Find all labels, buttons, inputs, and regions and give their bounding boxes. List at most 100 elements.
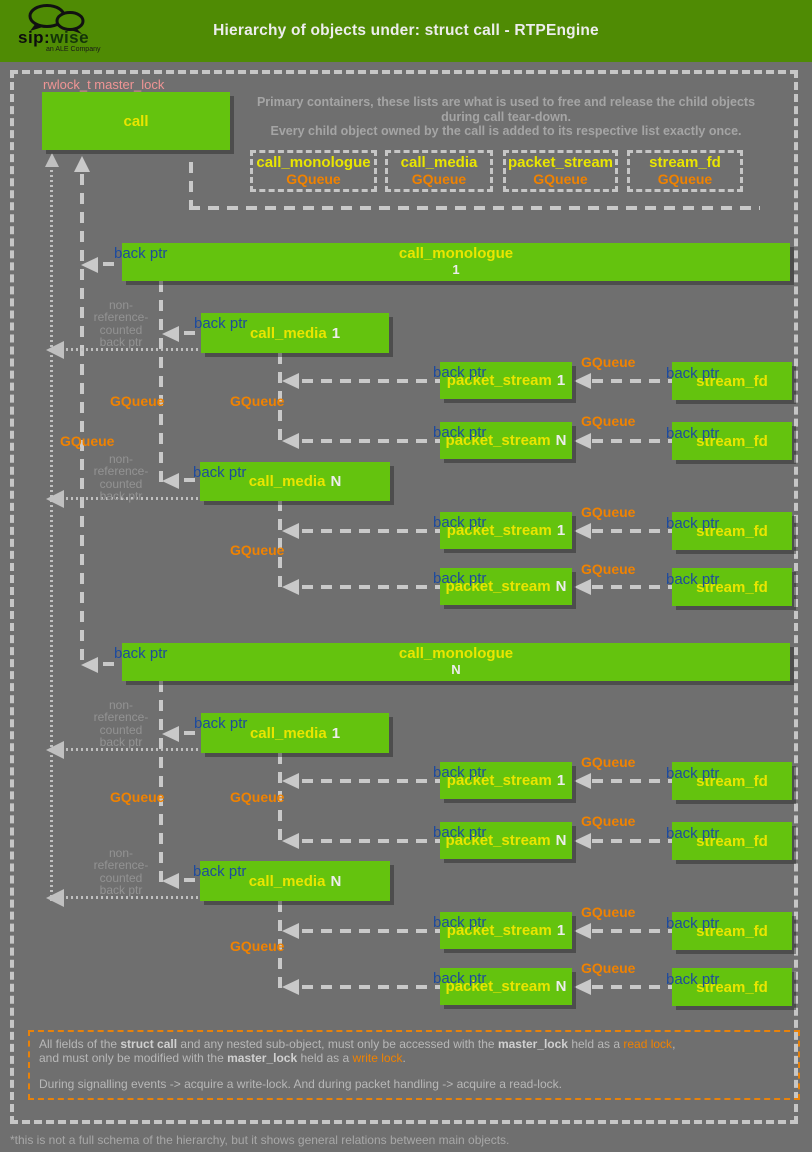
gqueue-label: GQueue xyxy=(230,789,285,805)
legend-box-call-monologue: call_monologue GQueue xyxy=(250,150,377,192)
stream-fd-box: stream_fd xyxy=(672,968,792,1006)
non-ref-label: non-reference-counted back ptr xyxy=(93,698,149,749)
locking-rules-box: All fields of the struct call and any ne… xyxy=(28,1030,800,1100)
node-title: stream_fd xyxy=(696,522,768,540)
node-title: call_media xyxy=(249,724,327,742)
non-ref-back-ptr-line xyxy=(66,748,201,751)
legend-title: call_monologue xyxy=(256,154,371,171)
gqueue-label: GQueue xyxy=(230,393,285,409)
call-media-1-box: call_media 1 xyxy=(201,313,389,353)
node-number: N xyxy=(451,662,461,677)
arrow-left-icon xyxy=(46,341,64,359)
packet-stream-1-box: packet_stream 1 xyxy=(440,912,572,949)
back-ptr-label: back ptr xyxy=(193,863,247,880)
stream-fd-box: stream_fd xyxy=(672,422,792,460)
call-box: call xyxy=(42,92,230,150)
gqueue-label: GQueue xyxy=(581,754,636,770)
back-ptr-label: back ptr xyxy=(433,364,487,381)
arrow-left-icon xyxy=(46,741,64,759)
back-ptr-label: back ptr xyxy=(666,971,720,988)
arrow-left-icon xyxy=(282,373,299,389)
gqueue-dash xyxy=(592,985,672,989)
logo-tagline: an ALE Company xyxy=(46,46,101,53)
node-title: stream_fd xyxy=(696,432,768,450)
media-gqueue-trunk-line xyxy=(278,353,282,443)
back-ptr-label: back ptr xyxy=(433,764,487,781)
node-title: packet_stream xyxy=(445,432,551,449)
gqueue-dash xyxy=(592,529,672,533)
node-number: N xyxy=(555,432,567,449)
back-ptr-label: back ptr xyxy=(114,645,168,662)
legend-sub: GQueue xyxy=(411,171,467,187)
call-media-n-box: call_media N xyxy=(200,861,390,901)
gqueue-label: GQueue xyxy=(581,561,636,577)
node-title: packet_stream xyxy=(446,922,552,939)
call-media-1-box: call_media 1 xyxy=(201,713,389,753)
node-title: call_monologue xyxy=(398,245,514,262)
node-number: N xyxy=(330,872,342,890)
node-title: packet_stream xyxy=(446,522,552,539)
back-ptr-dash xyxy=(103,662,122,666)
monologue1-gqueue-trunk-line xyxy=(159,281,163,483)
non-ref-back-ptr-trunk-line xyxy=(50,170,53,901)
intro-line-2: during call tear-down. xyxy=(441,109,571,124)
media-gqueue-trunk-line xyxy=(278,500,282,591)
arrow-left-icon xyxy=(282,579,299,595)
gqueue-dash xyxy=(592,839,672,843)
legend-box-stream-fd: stream_fd GQueue xyxy=(627,150,743,192)
page-title: Hierarchy of objects under: struct call … xyxy=(213,22,599,39)
logo-sip: sip: xyxy=(18,28,51,47)
non-ref-back-ptr-line xyxy=(66,896,200,899)
intro-text: Primary containers, these lists are what… xyxy=(250,95,762,139)
monologueN-gqueue-trunk-line xyxy=(159,681,163,883)
schema-disclaimer-note: *this is not a full schema of the hierar… xyxy=(10,1133,510,1147)
back-ptr-dash xyxy=(302,585,440,589)
node-title: packet_stream xyxy=(446,372,552,389)
node-number: 1 xyxy=(556,372,566,389)
legend-sub: GQueue xyxy=(286,171,341,187)
back-ptr-dash xyxy=(302,379,440,383)
call-gqueue-trunk-line xyxy=(80,174,84,668)
back-ptr-label: back ptr xyxy=(666,825,720,842)
arrow-left-icon xyxy=(162,873,179,889)
arrow-left-icon xyxy=(282,979,299,995)
back-ptr-label: back ptr xyxy=(114,245,168,262)
node-title: packet_stream xyxy=(446,772,552,789)
sipwise-logo: sip:wise an ALE Company xyxy=(14,2,124,60)
arrow-up-icon xyxy=(74,156,90,172)
non-ref-label: non-reference-counted back ptr xyxy=(93,452,149,503)
back-ptr-dash xyxy=(184,731,201,735)
legend-box-call-media: call_media GQueue xyxy=(385,150,493,192)
packet-stream-n-box: packet_stream N xyxy=(440,968,572,1005)
speech-bubbles-icon xyxy=(28,4,85,34)
arrow-left-icon xyxy=(81,657,98,673)
non-ref-label: non-reference-counted back ptr xyxy=(93,846,149,897)
stream-fd-box: stream_fd xyxy=(672,912,792,950)
back-ptr-label: back ptr xyxy=(433,824,487,841)
non-ref-back-ptr-line xyxy=(66,348,201,351)
node-number: N xyxy=(330,473,342,490)
gqueue-dash xyxy=(592,439,672,443)
arrow-left-icon xyxy=(162,473,179,489)
node-title: stream_fd xyxy=(696,832,768,850)
node-title: call_media xyxy=(249,324,327,342)
gqueue-label: GQueue xyxy=(230,938,285,954)
node-title: stream_fd xyxy=(696,772,768,790)
arrow-left-icon xyxy=(282,833,299,849)
intro-line-1: Primary containers, these lists are what… xyxy=(256,95,756,109)
media-gqueue-trunk-line xyxy=(278,753,282,843)
arrow-left-icon xyxy=(574,979,591,995)
node-number: 1 xyxy=(452,262,460,277)
packet-stream-n-box: packet_stream N xyxy=(440,822,572,859)
stream-fd-box: stream_fd xyxy=(672,568,792,606)
back-ptr-label: back ptr xyxy=(433,514,487,531)
packet-stream-n-box: packet_stream N xyxy=(440,568,572,605)
node-number: 1 xyxy=(556,522,566,539)
gqueue-dash xyxy=(592,379,672,383)
gqueue-label: GQueue xyxy=(60,433,115,449)
locking-rules-line-2: and must only be modified with the maste… xyxy=(39,1050,406,1065)
intro-line-3: Every child object owned by the call is … xyxy=(270,124,742,138)
legend-connector-line xyxy=(189,162,193,210)
stream-fd-box: stream_fd xyxy=(672,822,792,860)
